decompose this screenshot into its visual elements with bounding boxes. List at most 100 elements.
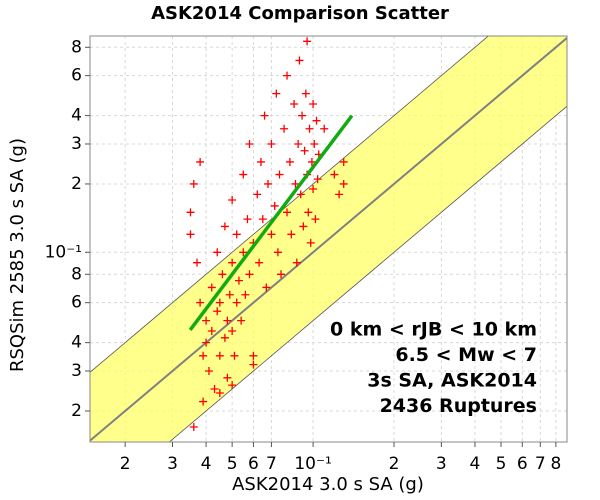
point (291, 179, 300, 188)
point (264, 179, 273, 188)
x-tick-label: 5 (227, 454, 238, 474)
y-tick-label: 2 (71, 401, 82, 421)
point (283, 71, 292, 80)
point (267, 230, 276, 239)
point (262, 283, 271, 292)
y-tick-label: 4 (71, 106, 82, 126)
point (339, 157, 348, 166)
point (239, 170, 248, 179)
point (280, 124, 289, 133)
y-tick-label: 4 (71, 333, 82, 353)
point (294, 139, 303, 148)
x-tick-label: 3 (436, 454, 447, 474)
point (237, 316, 246, 325)
y-tick-label: 6 (71, 66, 82, 86)
point (207, 283, 216, 292)
point (204, 366, 213, 375)
x-axis-label: ASK2014 3.0 s SA (g) (232, 474, 424, 495)
x-tick-label: 4 (201, 454, 212, 474)
point (298, 111, 307, 120)
point (223, 316, 232, 325)
x-tick-label: 7 (535, 454, 546, 474)
point (218, 270, 227, 279)
reference-line (90, 37, 567, 442)
point (196, 157, 205, 166)
fit-line (188, 114, 354, 331)
point (339, 179, 348, 188)
point (223, 373, 232, 382)
point (230, 351, 239, 360)
point (267, 139, 276, 148)
point (215, 388, 224, 397)
x-tick-label: 6 (517, 454, 528, 474)
x-tick-label: 3 (167, 454, 178, 474)
plot-area (90, 36, 567, 442)
point (287, 230, 296, 239)
x-tick-label: 5 (496, 454, 507, 474)
point (312, 116, 321, 125)
point (275, 170, 284, 179)
point (239, 248, 248, 257)
x-tick-label: 6 (248, 454, 259, 474)
point (255, 258, 264, 267)
point (225, 290, 234, 299)
point (241, 290, 250, 299)
annotation: 3s SA, ASK2014 (367, 370, 537, 392)
point (283, 208, 292, 217)
point (189, 179, 198, 188)
point (272, 89, 281, 98)
point (202, 316, 211, 325)
point (285, 157, 294, 166)
point (232, 298, 241, 307)
point (330, 170, 339, 179)
point (199, 351, 208, 360)
point (300, 146, 309, 155)
point (228, 381, 237, 390)
point (258, 215, 267, 224)
y-tick-label: 6 (71, 293, 82, 313)
point (309, 100, 318, 109)
point (311, 215, 320, 224)
point (215, 351, 224, 360)
y-tick-label: 8 (71, 37, 82, 57)
y-tick-label: 2 (71, 174, 82, 194)
point (245, 270, 254, 279)
y-tick-label: 3 (71, 134, 82, 154)
point (335, 190, 344, 199)
point (228, 195, 237, 204)
x-tick-label: 4 (470, 454, 481, 474)
point (253, 190, 262, 199)
point (220, 222, 229, 231)
x-tick-label: 7 (266, 454, 277, 474)
point (303, 37, 312, 46)
point (310, 139, 319, 148)
point (307, 157, 316, 166)
point (313, 175, 322, 184)
point (213, 248, 222, 257)
point (202, 338, 211, 347)
point (256, 157, 265, 166)
point (213, 307, 222, 316)
point (215, 298, 224, 307)
point (228, 327, 237, 336)
point (292, 258, 301, 267)
point (295, 56, 304, 65)
point (301, 89, 310, 98)
plot-frame (89, 35, 568, 443)
y-tick-label: 8 (71, 264, 82, 284)
y-axis-label: RSQSim 2585 3.0 s SA (g) (7, 138, 28, 372)
y-tick-label: 10⁻¹ (45, 242, 82, 262)
y-tick-label: 3 (71, 361, 82, 381)
point (228, 258, 237, 267)
point (305, 124, 314, 133)
point (196, 298, 205, 307)
annotation: 6.5 < Mw < 7 (395, 344, 537, 366)
point (210, 384, 219, 393)
point (189, 422, 198, 431)
point (277, 270, 286, 279)
point (232, 230, 241, 239)
point (309, 185, 318, 194)
annotation: 0 km < rJB < 10 km (330, 319, 537, 341)
chart-title: ASK2014 Comparison Scatter (151, 3, 449, 24)
